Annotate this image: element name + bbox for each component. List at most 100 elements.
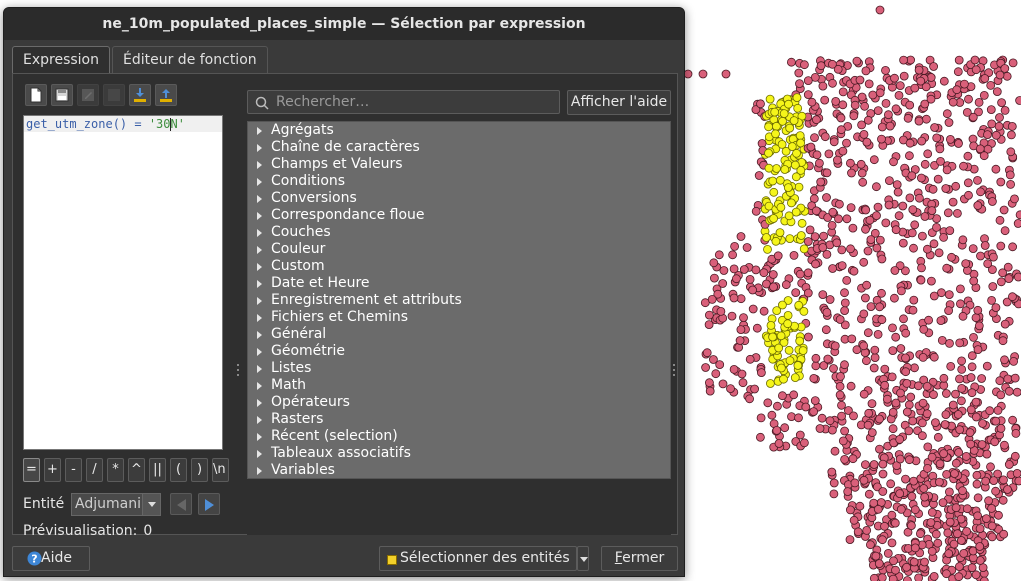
- place-point: [927, 452, 937, 462]
- previous-entity-button[interactable]: [170, 493, 192, 515]
- tab-function-editor[interactable]: Éditeur de fonction: [112, 46, 268, 74]
- function-group-item[interactable]: Tableaux associatifs: [248, 445, 670, 462]
- operator-concat-button[interactable]: ||: [149, 458, 166, 482]
- operator-newline-button[interactable]: \n: [212, 458, 229, 482]
- function-group-item[interactable]: Enregistrement et attributs: [248, 292, 670, 309]
- function-group-item[interactable]: Champs et Valeurs: [248, 156, 670, 173]
- function-group-item[interactable]: Rasters: [248, 411, 670, 428]
- left-splitter-handle[interactable]: [237, 364, 240, 380]
- function-group-item[interactable]: Couleur: [248, 241, 670, 258]
- place-point: [907, 491, 917, 501]
- place-point: [856, 159, 866, 169]
- expression-line[interactable]: get_utm_zone() = '30N': [24, 116, 222, 132]
- function-group-item[interactable]: Agrégats: [248, 122, 670, 139]
- edit-button[interactable]: [77, 84, 99, 106]
- place-point: [870, 345, 880, 355]
- select-features-button[interactable]: Sélectionner des entités: [379, 546, 577, 571]
- place-point: [908, 205, 918, 215]
- function-group-item[interactable]: Couches: [248, 224, 670, 241]
- function-group-item[interactable]: Custom: [248, 258, 670, 275]
- place-point: [1002, 71, 1012, 81]
- place-point: [715, 360, 725, 370]
- place-point: [830, 341, 840, 351]
- place-point: [855, 75, 865, 85]
- import-button[interactable]: [129, 84, 151, 106]
- operator-power-button[interactable]: ^: [128, 458, 145, 482]
- place-point: [1003, 485, 1012, 494]
- function-group-item[interactable]: Listes: [248, 360, 670, 377]
- select-features-dropdown[interactable]: [577, 546, 589, 571]
- operator-open-paren-button[interactable]: (: [170, 458, 187, 482]
- expression-editor[interactable]: get_utm_zone() = '30N': [23, 115, 223, 450]
- place-point: [901, 474, 910, 484]
- place-point: [859, 257, 869, 267]
- place-point: [910, 505, 920, 515]
- place-point: [948, 97, 958, 107]
- function-group-item[interactable]: Chaîne de caractères: [248, 139, 670, 156]
- place-point: [840, 360, 849, 370]
- save-button[interactable]: [51, 84, 73, 106]
- place-point: [954, 139, 963, 148]
- selected-place-point: [765, 94, 775, 104]
- entity-select[interactable]: Adjumani: [71, 492, 161, 516]
- new-file-button[interactable]: [25, 84, 47, 106]
- function-group-item[interactable]: Conditions: [248, 173, 670, 190]
- function-group-item[interactable]: Correspondance floue: [248, 207, 670, 224]
- operator-equals-button[interactable]: =: [23, 458, 40, 482]
- chevron-down-icon[interactable]: [142, 493, 160, 515]
- blank-button[interactable]: [103, 84, 125, 106]
- next-entity-button[interactable]: [198, 493, 220, 515]
- place-point: [996, 423, 1006, 433]
- place-point: [933, 174, 943, 184]
- search-input[interactable]: [274, 92, 554, 112]
- place-point: [804, 332, 813, 342]
- place-point: [963, 151, 973, 161]
- place-point: [945, 487, 954, 497]
- place-point: [987, 503, 996, 513]
- place-point: [828, 207, 838, 217]
- place-point: [915, 193, 924, 203]
- place-point: [824, 149, 834, 159]
- function-group-item[interactable]: Opérateurs: [248, 394, 670, 411]
- function-group-item[interactable]: Date et Heure: [248, 275, 670, 292]
- selected-place-point: [777, 363, 786, 373]
- place-point: [835, 390, 845, 400]
- function-group-item[interactable]: Récent (selection): [248, 428, 670, 445]
- place-point: [773, 401, 782, 411]
- operator-plus-button[interactable]: +: [44, 458, 61, 482]
- place-point: [709, 258, 719, 268]
- function-group-item[interactable]: Conversions: [248, 190, 670, 207]
- place-point: [877, 573, 887, 581]
- selected-place-point: [783, 310, 793, 320]
- place-point: [801, 402, 811, 412]
- show-help-button[interactable]: Afficher l'aide: [567, 90, 671, 115]
- place-point: [942, 263, 952, 273]
- help-button[interactable]: ? Aide: [12, 546, 90, 571]
- place-point: [872, 182, 881, 192]
- function-group-item[interactable]: Variables: [248, 462, 670, 478]
- place-point: [870, 228, 880, 238]
- selected-place-point: [764, 122, 773, 132]
- operator-minus-button[interactable]: -: [65, 458, 82, 482]
- place-point: [778, 391, 787, 401]
- place-point: [880, 364, 890, 374]
- place-point: [873, 504, 883, 514]
- operator-close-paren-button[interactable]: ): [191, 458, 208, 482]
- place-point: [738, 378, 748, 388]
- place-point: [940, 420, 950, 429]
- operator-divide-button[interactable]: /: [86, 458, 103, 482]
- tab-expression[interactable]: Expression: [12, 46, 110, 74]
- export-button[interactable]: [155, 84, 177, 106]
- operator-multiply-button[interactable]: *: [107, 458, 124, 482]
- selected-place-point: [772, 306, 782, 316]
- right-splitter-handle[interactable]: [673, 364, 676, 380]
- function-group-item[interactable]: Fichiers et Chemins: [248, 309, 670, 326]
- function-group-tree[interactable]: Agrégats Chaîne de caractères Champs et Va…: [247, 121, 671, 479]
- function-group-item[interactable]: Math: [248, 377, 670, 394]
- function-group-item[interactable]: Général: [248, 326, 670, 343]
- new-file-icon: [30, 87, 42, 103]
- place-point: [907, 228, 917, 238]
- function-group-item[interactable]: Géométrie: [248, 343, 670, 360]
- close-button[interactable]: Fermer: [601, 546, 678, 571]
